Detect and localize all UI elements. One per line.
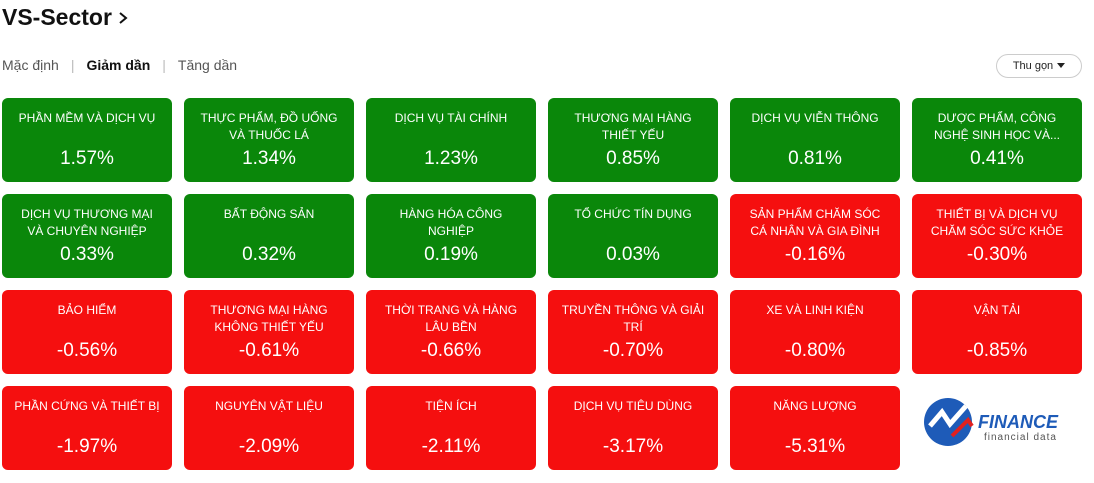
separator: | [70, 57, 75, 73]
sector-tile[interactable]: BẤT ĐỘNG SẢN 0.32% [184, 194, 354, 278]
sector-name: VẬN TẢI [973, 303, 1021, 317]
collapse-button[interactable]: Thu gọn [996, 54, 1082, 78]
sector-change: 0.85% [606, 148, 660, 169]
sector-tile[interactable]: TRUYỀN THÔNG VÀ GIẢI TRÍ -0.70% [548, 290, 718, 374]
sector-tile[interactable]: XE VÀ LINH KIỆN -0.80% [730, 290, 900, 374]
sector-tile[interactable]: DỊCH VỤ THƯƠNG MẠI VÀ CHUYÊN NGHIỆP 0.33% [2, 194, 172, 278]
sector-tile[interactable]: THƯƠNG MẠI HÀNG KHÔNG THIẾT YẾU -0.61% [184, 290, 354, 374]
sector-change: 0.81% [788, 148, 842, 169]
sector-tile[interactable]: DỊCH VỤ TÀI CHÍNH 1.23% [366, 98, 536, 182]
sector-tile[interactable]: SẢN PHẨM CHĂM SÓC CÁ NHÂN VÀ GIA ĐÌNH -0.… [730, 194, 900, 278]
sector-name: THỰC PHẨM, ĐỒ UỐNG VÀ THUỐC LÁ [200, 111, 338, 142]
sector-tile[interactable]: TỔ CHỨC TÍN DỤNG 0.03% [548, 194, 718, 278]
sector-name: NĂNG LƯỢNG [773, 399, 857, 413]
sector-name: DỊCH VỤ TIÊU DÙNG [573, 399, 693, 413]
sector-name: TIỆN ÍCH [425, 399, 477, 413]
sector-tile[interactable]: VẬN TẢI -0.85% [912, 290, 1082, 374]
sector-name: THIẾT BỊ VÀ DỊCH VỤ CHĂM SÓC SỨC KHỎE [930, 207, 1064, 238]
sector-change: -0.16% [784, 244, 846, 265]
sector-name: PHẦN CỨNG VÀ THIẾT BỊ [14, 399, 160, 413]
sector-name: NGUYÊN VẬT LIỆU [215, 399, 323, 413]
sector-change: -2.11% [421, 436, 481, 457]
title: VS-Sector [2, 4, 112, 30]
sector-tile[interactable]: THIẾT BỊ VÀ DỊCH VỤ CHĂM SÓC SỨC KHỎE -0.… [912, 194, 1082, 278]
sector-tile[interactable]: NGUYÊN VẬT LIỆU -2.09% [184, 386, 354, 470]
sector-name: TỔ CHỨC TÍN DỤNG [574, 207, 692, 221]
sector-change: -2.09% [238, 436, 300, 457]
sector-change: 0.03% [606, 244, 660, 265]
sector-name: TRUYỀN THÔNG VÀ GIẢI TRÍ [561, 303, 705, 334]
sector-change: 0.33% [60, 244, 114, 265]
sector-name: PHẦN MỀM VÀ DỊCH VỤ [18, 111, 156, 125]
sector-tile[interactable]: DƯỢC PHẨM, CÔNG NGHỆ SINH HỌC VÀ... 0.41% [912, 98, 1082, 182]
logo-name: FINANCE [978, 412, 1059, 432]
sector-name: DỊCH VỤ TÀI CHÍNH [394, 111, 508, 125]
sector-change: -0.56% [56, 340, 118, 361]
sector-tile[interactable]: DỊCH VỤ VIỄN THÔNG 0.81% [730, 98, 900, 182]
header[interactable]: VS-Sector [2, 4, 128, 31]
sector-name: HÀNG HÓA CÔNG NGHIỆP [399, 207, 503, 238]
sector-change: -1.97% [56, 436, 118, 457]
sort-tab[interactable]: Tăng dần [177, 57, 238, 73]
sector-change: -0.30% [966, 244, 1028, 265]
sector-name: THỜI TRANG VÀ HÀNG LÂU BỀN [384, 303, 518, 334]
sector-tile[interactable]: TIỆN ÍCH -2.11% [366, 386, 536, 470]
sector-change: 0.41% [970, 148, 1024, 169]
sector-name: DỊCH VỤ VIỄN THÔNG [751, 111, 879, 125]
sort-tab[interactable]: Giảm dần [86, 57, 151, 73]
sector-tile[interactable]: DỊCH VỤ TIÊU DÙNG -3.17% [548, 386, 718, 470]
sector-name: DƯỢC PHẨM, CÔNG NGHỆ SINH HỌC VÀ... [933, 111, 1061, 142]
sector-change: -0.70% [602, 340, 664, 361]
sector-change: -0.85% [966, 340, 1028, 361]
sector-change: -5.31% [784, 436, 846, 457]
sector-change: 0.19% [424, 244, 478, 265]
sector-change: 1.57% [60, 148, 114, 169]
sector-tile[interactable]: THỰC PHẨM, ĐỒ UỐNG VÀ THUỐC LÁ 1.34% [184, 98, 354, 182]
caret-icon [1057, 63, 1066, 68]
logo-graphic: FINANCE financial data [924, 398, 1059, 446]
sector-tile[interactable]: HÀNG HÓA CÔNG NGHIỆP 0.19% [366, 194, 536, 278]
sort-tabs: Mặc định | Giảm dần | Tăng dần [2, 57, 237, 73]
sector-change: 1.23% [424, 148, 478, 169]
sector-name: THƯƠNG MẠI HÀNG KHÔNG THIẾT YẾU [210, 303, 328, 334]
sector-tile[interactable]: PHẦN MỀM VÀ DỊCH VỤ 1.57% [2, 98, 172, 182]
sector-name: SẢN PHẨM CHĂM SÓC CÁ NHÂN VÀ GIA ĐÌNH [749, 207, 881, 238]
sector-change: 1.34% [242, 148, 296, 169]
sector-change: -3.17% [602, 436, 664, 457]
sector-tile[interactable]: BẢO HIỂM -0.56% [2, 290, 172, 374]
sector-tile[interactable]: THỜI TRANG VÀ HÀNG LÂU BỀN -0.66% [366, 290, 536, 374]
sector-change: -0.66% [420, 340, 482, 361]
chevron-icon [119, 11, 128, 24]
sector-name: THƯƠNG MẠI HÀNG THIẾT YẾU [574, 111, 692, 142]
sector-change: -0.61% [238, 340, 300, 361]
sector-tile[interactable]: PHẦN CỨNG VÀ THIẾT BỊ -1.97% [2, 386, 172, 470]
sector-tile[interactable]: THƯƠNG MẠI HÀNG THIẾT YẾU 0.85% [548, 98, 718, 182]
sector-change: 0.32% [242, 244, 296, 265]
sector-tile[interactable]: NĂNG LƯỢNG -5.31% [730, 386, 900, 470]
sector-name: XE VÀ LINH KIỆN [766, 303, 864, 317]
logo: FINANCE financial data [922, 396, 1082, 452]
sector-change: -0.80% [784, 340, 846, 361]
logo-tagline: financial data [984, 432, 1057, 443]
separator: | [162, 57, 166, 73]
sector-name: BẢO HIỂM [57, 303, 117, 317]
button-label: Thu gọn [1012, 60, 1054, 72]
sector-name: DỊCH VỤ THƯƠNG MẠI VÀ CHUYÊN NGHIỆP [21, 207, 153, 238]
sort-tab[interactable]: Mặc định [2, 57, 59, 73]
sector-name: BẤT ĐỘNG SẢN [223, 207, 315, 221]
